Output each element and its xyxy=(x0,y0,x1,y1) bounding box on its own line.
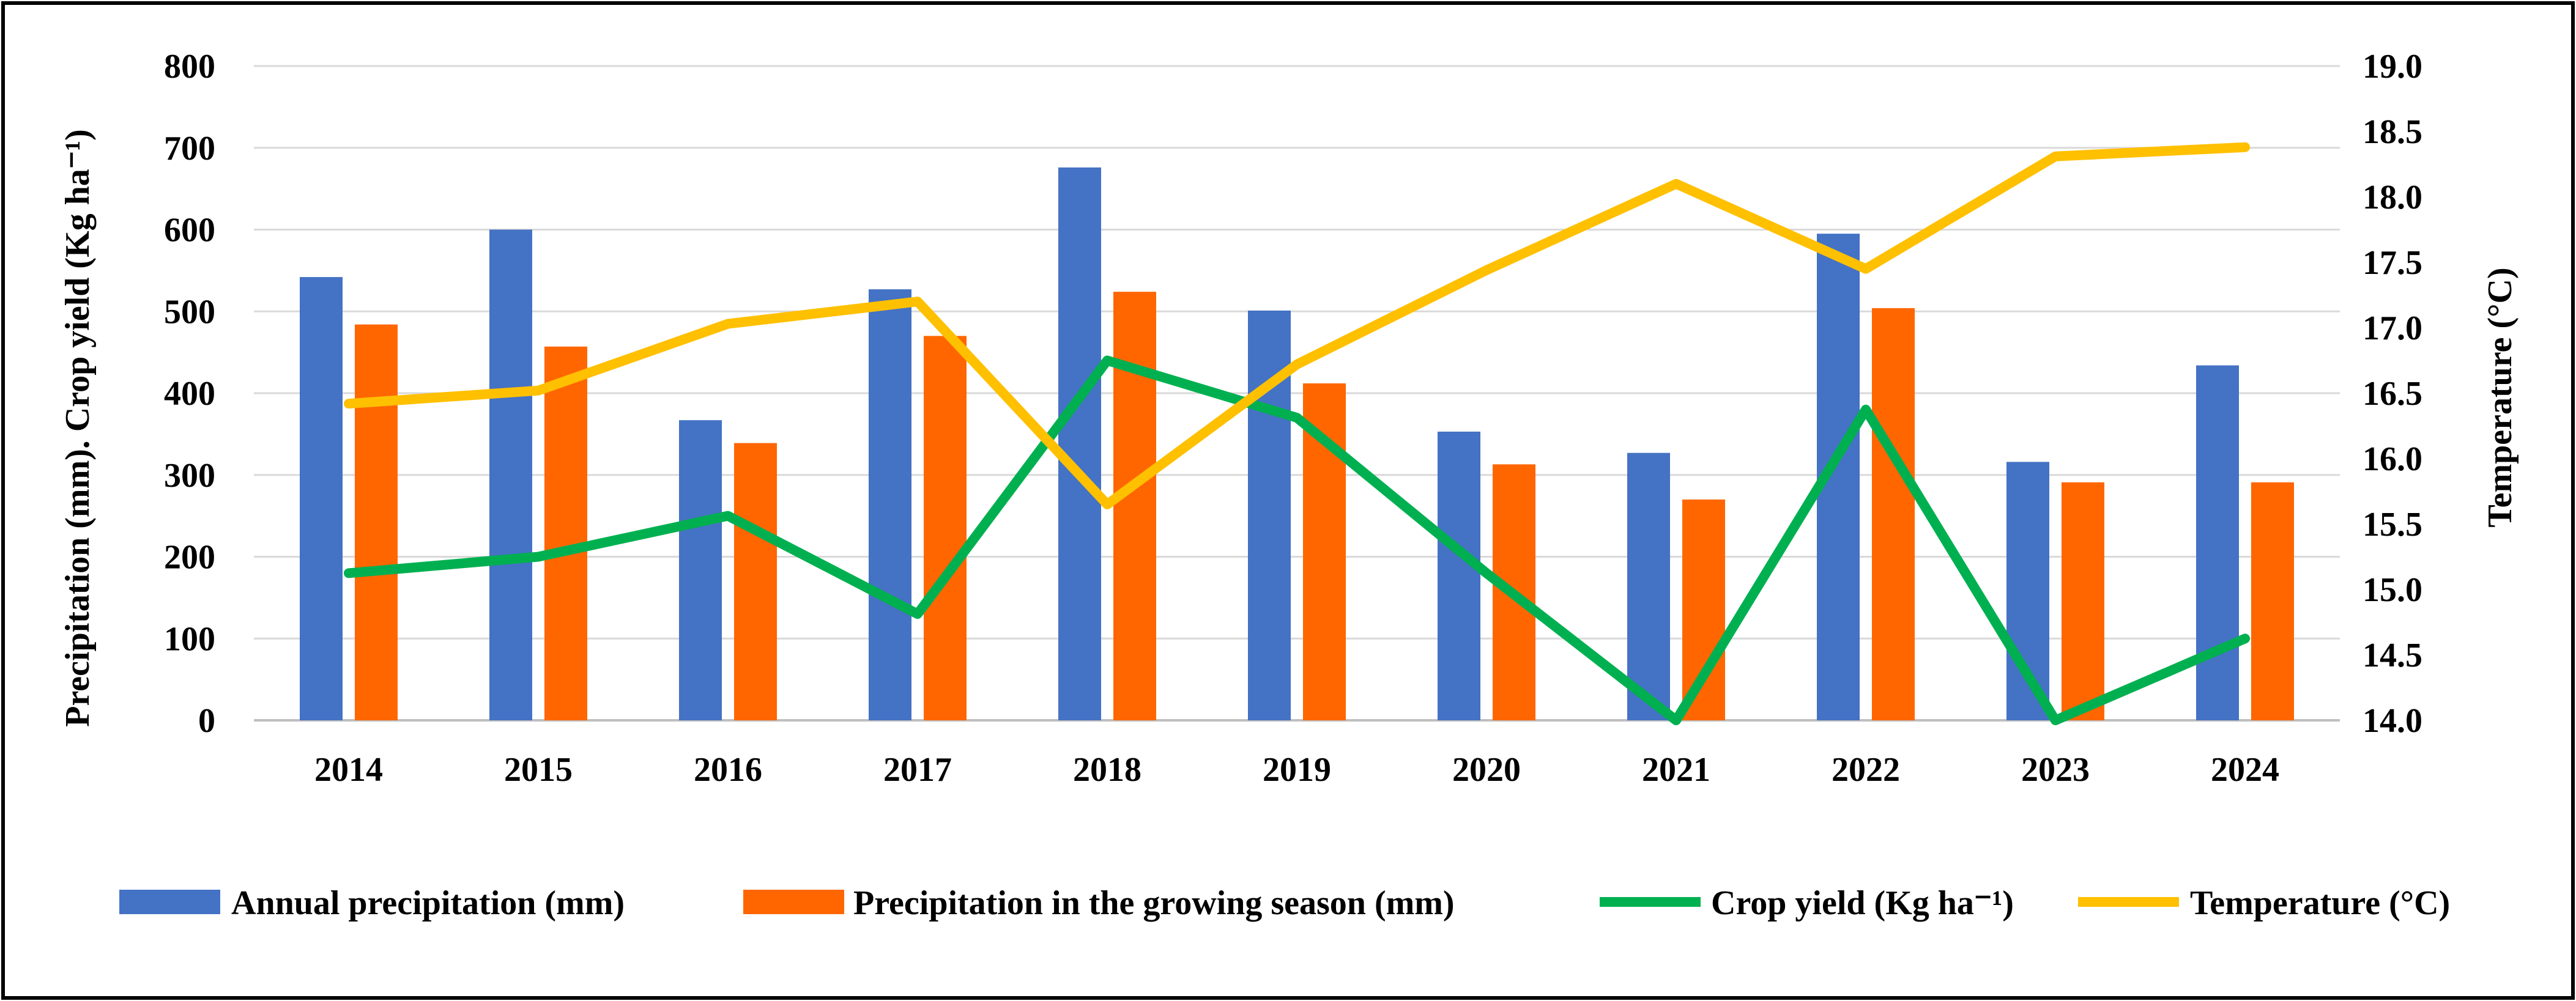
right-tick-label: 14.0 xyxy=(2363,702,2422,740)
bar-growing-season-precipitation xyxy=(2062,482,2104,720)
legend-swatch xyxy=(119,890,220,914)
bar-annual-precipitation xyxy=(300,277,343,720)
right-tick-label: 16.5 xyxy=(2363,375,2422,413)
legend: Annual precipitation (mm) Precipitation i… xyxy=(119,884,2450,922)
bar-annual-precipitation xyxy=(2196,365,2239,720)
x-tick-label: 2020 xyxy=(1452,751,1521,789)
left-tick-label: 400 xyxy=(164,375,215,413)
bar-annual-precipitation xyxy=(489,229,532,720)
bar-growing-season-precipitation xyxy=(1113,292,1156,720)
legend-label: Annual precipitation (mm) xyxy=(231,884,625,922)
x-tick-label: 2023 xyxy=(2021,751,2090,789)
bar-annual-precipitation xyxy=(1627,452,1670,720)
legend-label: Crop yield (Kg ha⁻¹) xyxy=(1711,884,2014,922)
legend-label: Temperature (°C) xyxy=(2190,884,2450,922)
x-tick-label: 2017 xyxy=(883,751,952,789)
left-axis-ticks: 0 100 200 300 400 500 600 700 800 xyxy=(164,48,215,740)
left-tick-label: 300 xyxy=(164,457,215,495)
lines xyxy=(344,142,2250,725)
bar-annual-precipitation xyxy=(1058,167,1101,721)
x-tick-label: 2019 xyxy=(1263,751,1331,789)
temperature-line xyxy=(344,142,2250,509)
right-tick-label: 18.5 xyxy=(2363,113,2422,151)
right-tick-label: 14.5 xyxy=(2363,637,2422,674)
legend-swatch xyxy=(743,890,844,914)
bar-growing-season-precipitation xyxy=(734,443,777,720)
left-tick-label: 0 xyxy=(198,702,215,740)
left-tick-label: 100 xyxy=(164,620,215,658)
bar-growing-season-precipitation xyxy=(1682,499,1725,720)
right-tick-label: 15.5 xyxy=(2363,506,2422,544)
bar-growing-season-precipitation xyxy=(355,324,398,720)
right-tick-label: 15.0 xyxy=(2363,571,2422,609)
bar-growing-season-precipitation xyxy=(544,346,587,720)
left-tick-label: 600 xyxy=(164,212,215,249)
x-tick-label: 2016 xyxy=(694,751,762,789)
right-tick-label: 18.0 xyxy=(2363,179,2422,216)
left-tick-label: 500 xyxy=(164,293,215,331)
bar-annual-precipitation xyxy=(679,420,722,720)
x-tick-label: 2014 xyxy=(314,751,383,789)
left-tick-label: 800 xyxy=(164,48,215,86)
left-axis-title: Precipitation (mm). Crop yield (Kg ha⁻¹) xyxy=(59,129,97,727)
crop-yield-line xyxy=(344,355,2250,725)
x-axis-ticks: 2014 2015 2016 2017 2018 2019 2020 2021 2022 2023… xyxy=(314,751,2279,789)
right-axis-ticks: 14.0 14.5 15.0 15.5 16.0 16.5 17.0 17.5 18.0 18.5… xyxy=(2363,48,2422,740)
bar-growing-season-precipitation xyxy=(1872,308,1915,720)
gridlines xyxy=(254,65,2340,722)
bar-annual-precipitation xyxy=(1438,431,1480,720)
right-tick-label: 17.5 xyxy=(2363,244,2422,282)
right-tick-label: 16.0 xyxy=(2363,440,2422,478)
x-tick-label: 2015 xyxy=(504,751,573,789)
x-tick-label: 2022 xyxy=(1832,751,1900,789)
x-tick-label: 2021 xyxy=(1642,751,1710,789)
right-tick-label: 17.0 xyxy=(2363,309,2422,347)
legend-label: Precipitation in the growing season (mm) xyxy=(853,884,1455,922)
right-axis-title: Temperature (°C) xyxy=(2481,267,2519,527)
bar-annual-precipitation xyxy=(869,289,911,720)
left-tick-label: 200 xyxy=(164,539,215,577)
right-tick-label: 19.0 xyxy=(2363,48,2422,86)
x-tick-label: 2018 xyxy=(1073,751,1141,789)
x-tick-label: 2024 xyxy=(2211,751,2279,789)
bar-growing-season-precipitation xyxy=(924,336,967,720)
left-tick-label: 700 xyxy=(164,130,215,168)
bar-growing-season-precipitation xyxy=(2251,482,2294,720)
